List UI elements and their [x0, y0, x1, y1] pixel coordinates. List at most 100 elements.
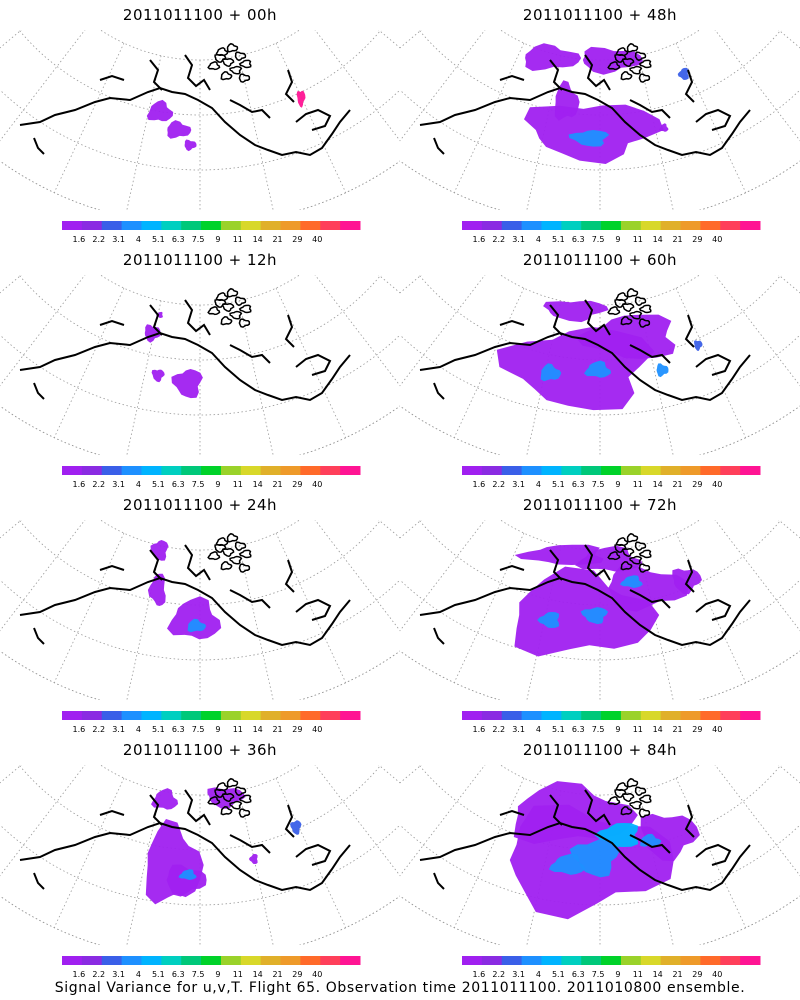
colorbar-swatch: [300, 466, 321, 475]
colorbar-swatch: [561, 711, 582, 720]
coastline: [149, 794, 163, 826]
colorbar-label: 9: [615, 725, 620, 734]
colorbar-label: 2.2: [92, 970, 105, 979]
panel-title: 2011011100 + 60h: [522, 251, 678, 269]
coastline: [584, 54, 611, 91]
coastline: [33, 627, 45, 645]
colorbar-label: 14: [653, 970, 663, 979]
colorbar-swatch: [101, 221, 123, 230]
colorbar-label: 40: [312, 235, 322, 244]
polar-map: [0, 275, 400, 455]
coastline: [19, 576, 351, 647]
colorbar-swatch: [640, 956, 662, 965]
colorbar-swatch: [481, 466, 503, 475]
colorbar-swatch: [141, 466, 162, 475]
meridian-line: [400, 30, 422, 49]
colorbar-label: 29: [692, 970, 702, 979]
colorbar-swatch: [320, 956, 341, 965]
variance-field: [656, 363, 669, 378]
coastline: [295, 108, 332, 131]
colorbar-swatch: [240, 711, 262, 720]
colorbar-swatch: [680, 466, 701, 475]
variance-field: [166, 864, 207, 897]
coastline: [499, 809, 525, 816]
coastline-island: [638, 794, 652, 804]
coastline: [684, 314, 695, 348]
coastline-island: [607, 550, 621, 561]
colorbar-swatch: [700, 466, 721, 475]
colorbar-label: 7.5: [592, 725, 605, 734]
colorbar-label: 3.1: [512, 725, 525, 734]
chart-panel: 2011011100 + 12h 1.6 2.2 3.1 4 5.1 6.3 7.5 9 11 14…: [0, 245, 400, 490]
meridian-line: [778, 30, 800, 49]
colorbar-label: 4: [536, 970, 541, 979]
coastline: [549, 59, 563, 91]
meridian-line: [400, 765, 422, 784]
coastline-island: [229, 800, 243, 810]
colorbar-swatch: [81, 221, 103, 230]
meridian-line: [675, 287, 747, 438]
meridian-line: [238, 55, 274, 210]
colorbar-swatch: [121, 956, 142, 965]
coastline-island: [607, 305, 621, 316]
coastline: [33, 137, 45, 155]
colorbar-swatch: [521, 956, 542, 965]
colorbar-swatch: [581, 956, 602, 965]
colorbar-label: 11: [233, 725, 243, 734]
coastline-island: [229, 65, 243, 75]
colorbar-swatch: [680, 711, 701, 720]
colorbar-swatch: [462, 956, 483, 965]
colorbar-label: 7.5: [192, 480, 205, 489]
coastline: [295, 843, 332, 866]
coastline-island: [221, 58, 235, 68]
coastline-island: [626, 777, 639, 788]
meridian-line: [675, 532, 747, 683]
coastline: [284, 69, 295, 103]
colorbar-swatch: [680, 221, 701, 230]
meridian-line: [714, 765, 800, 877]
colorbar-label: 14: [653, 480, 663, 489]
coastline-island: [614, 298, 627, 308]
coastline-island: [626, 532, 639, 543]
coastline-island: [629, 800, 643, 810]
colorbar-swatch: [121, 711, 142, 720]
meridian-line: [0, 765, 22, 784]
colorbar-swatch: [541, 711, 562, 720]
colorbar-label: 6.3: [572, 480, 585, 489]
coastline: [229, 834, 271, 854]
colorbar-label: 6.3: [172, 970, 185, 979]
colorbar-swatch: [220, 221, 242, 230]
coastline: [549, 304, 563, 336]
chart-panel: 2011011100 + 00h 1.6 2.2 3.1 4 5.1 6.3 7.5 9 11 14…: [0, 0, 400, 245]
colorbar-swatch: [320, 221, 341, 230]
coastline-island: [629, 555, 643, 565]
coastline: [433, 137, 445, 155]
colorbar-swatch: [161, 221, 182, 230]
chart-panel: 2011011100 + 24h 1.6 2.2 3.1 4 5.1 6.3 7.5 9 11 14…: [0, 490, 400, 735]
meridian-line: [378, 765, 400, 784]
coastline: [684, 559, 695, 593]
meridian-line: [275, 287, 347, 438]
colorbar-label: 2.2: [92, 480, 105, 489]
coastline-island: [238, 73, 251, 83]
colorbar-label: 7.5: [592, 235, 605, 244]
colorbar-swatch: [740, 711, 761, 720]
coastline-island: [238, 59, 252, 69]
meridian-line: [453, 532, 525, 683]
colorbar-label: 6.3: [172, 235, 185, 244]
colorbar-swatch: [300, 711, 321, 720]
variance-field: [580, 607, 609, 625]
meridian-line: [714, 30, 800, 142]
colorbar-swatch: [481, 221, 503, 230]
coastline: [99, 564, 125, 571]
coastline-island: [626, 287, 639, 298]
coastline: [184, 299, 211, 336]
meridian-line: [53, 532, 125, 683]
latitude-line: [99, 520, 301, 551]
colorbar-label: 21: [272, 725, 282, 734]
meridian-line: [314, 30, 400, 142]
coastline: [695, 598, 732, 621]
colorbar-swatch: [660, 221, 682, 230]
colorbar-swatch: [462, 711, 483, 720]
